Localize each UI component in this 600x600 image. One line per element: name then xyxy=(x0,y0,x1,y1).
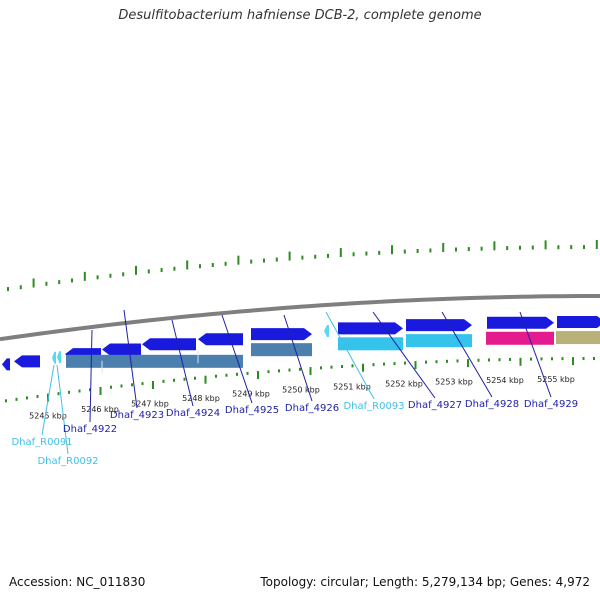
outer-tick-track xyxy=(7,240,598,292)
gene-label: Dhaf_4929 xyxy=(524,399,578,410)
cds-feature xyxy=(142,338,196,351)
scale-label: 5250 kbp xyxy=(282,386,320,395)
map-title: Desulfitobacterium hafniense DCB-2, comp… xyxy=(118,8,482,23)
scale-label: 5255 kbp xyxy=(537,375,575,384)
gene-label: Dhaf_R0093 xyxy=(343,401,404,412)
cds-feature xyxy=(557,316,600,329)
cds-feature xyxy=(14,355,40,368)
cds-feature xyxy=(102,343,141,356)
annotation-tracks xyxy=(66,331,600,374)
leader-line xyxy=(372,311,436,399)
leader-line xyxy=(221,314,253,404)
scale-label: 5246 kbp xyxy=(81,405,119,414)
rna-feature xyxy=(324,324,329,337)
leader-line xyxy=(441,311,493,398)
scale-label: 5251 kbp xyxy=(333,382,371,391)
feature-track xyxy=(2,316,600,371)
cds-feature xyxy=(338,322,403,335)
rna-feature xyxy=(52,351,56,364)
annotation-bar xyxy=(556,331,600,345)
scale-label: 5252 kbp xyxy=(385,380,423,389)
cds-feature xyxy=(251,328,312,341)
genome-backbone xyxy=(0,294,600,342)
annotation-bar xyxy=(251,343,312,357)
gene-label: Dhaf_4923 xyxy=(110,410,164,421)
scale-labels: 5245 kbp 5246 kbp 5247 kbp 5248 kbp 5249 kbp… xyxy=(29,375,575,420)
cds-feature xyxy=(487,316,554,329)
scale-label: 5247 kbp xyxy=(131,399,169,408)
scale-label: 5254 kbp xyxy=(486,376,524,385)
leader-line xyxy=(283,314,313,402)
gene-label: Dhaf_4924 xyxy=(166,408,220,419)
cds-feature xyxy=(2,358,10,371)
annotation-bar xyxy=(338,337,403,351)
gene-label: Dhaf_4925 xyxy=(225,405,279,416)
leader-line xyxy=(123,309,138,409)
leader-line xyxy=(171,319,194,407)
leader-line xyxy=(56,364,69,455)
leader-line xyxy=(519,311,552,398)
scale-label: 5248 kbp xyxy=(182,394,220,403)
accession-text: Accession: NC_011830 xyxy=(9,575,146,589)
cds-feature xyxy=(198,333,243,346)
cds-feature xyxy=(406,319,472,332)
gene-label: Dhaf_4928 xyxy=(465,399,519,410)
genome-summary-text: Topology: circular; Length: 5,279,134 bp… xyxy=(260,575,590,589)
gene-label: Dhaf_4922 xyxy=(63,424,117,435)
leader-line xyxy=(89,329,93,423)
scale-label: 5253 kbp xyxy=(435,378,473,387)
gene-label: Dhaf_4926 xyxy=(285,403,339,414)
gene-label: Dhaf_R0091 xyxy=(11,437,72,448)
annotation-bar xyxy=(66,354,243,368)
rna-feature xyxy=(57,351,61,364)
leader-line xyxy=(41,364,55,436)
inner-tick-track xyxy=(5,357,595,403)
backbone-arc xyxy=(0,294,600,342)
annotation-bar xyxy=(486,331,554,345)
gene-label: Dhaf_R0092 xyxy=(37,456,98,467)
annotation-bar xyxy=(406,334,472,348)
gene-label: Dhaf_4927 xyxy=(408,400,462,411)
scale-label: 5249 kbp xyxy=(232,390,270,399)
leader-line xyxy=(325,311,375,400)
scale-label: 5245 kbp xyxy=(29,412,67,421)
